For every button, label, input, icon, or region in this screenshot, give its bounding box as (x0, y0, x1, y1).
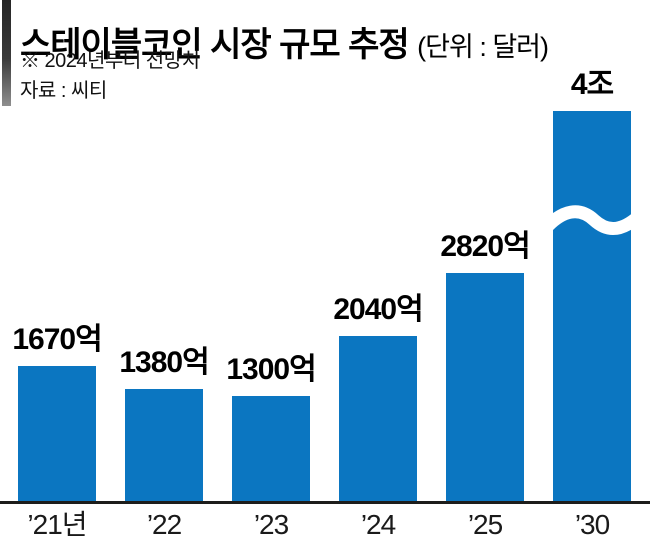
title-text: 스테이블코인 시장 규모 추정 (20, 25, 410, 64)
page-title: 스테이블코인 시장 규모 추정 (단위 : 달러) (20, 23, 648, 69)
x-axis-label-2: ’23 (253, 509, 289, 540)
bar-1 (125, 389, 203, 501)
x-axis-label-3: ’24 (360, 509, 396, 540)
bar-4 (446, 273, 524, 501)
bar-3 (339, 336, 417, 501)
value-label-2: 1300억 (226, 353, 316, 386)
x-axis-label-0: ’21년 (27, 509, 87, 540)
source-note: 자료 : 씨티 (20, 80, 107, 102)
x-axis-label-4: ’25 (467, 509, 503, 540)
value-label-3: 2040억 (333, 293, 423, 326)
value-label-4: 2820억 (440, 230, 530, 263)
bar-5 (553, 111, 631, 501)
bar-2 (232, 396, 310, 501)
bar-0 (18, 366, 96, 501)
forecast-note: ※ 2024년부터 전망치 (20, 50, 200, 72)
value-label-1: 1380억 (119, 346, 209, 379)
value-label-0: 1670억 (12, 323, 102, 356)
title-accent-bar (2, 0, 11, 106)
value-label-5: 4조 (570, 68, 614, 101)
x-axis-label-5: ’30 (574, 509, 610, 540)
unit-label: (단위 : 달러) (417, 31, 549, 62)
x-axis-line (0, 501, 650, 504)
axis-break-wave-icon (553, 205, 631, 235)
x-axis-label-1: ’22 (146, 509, 182, 540)
